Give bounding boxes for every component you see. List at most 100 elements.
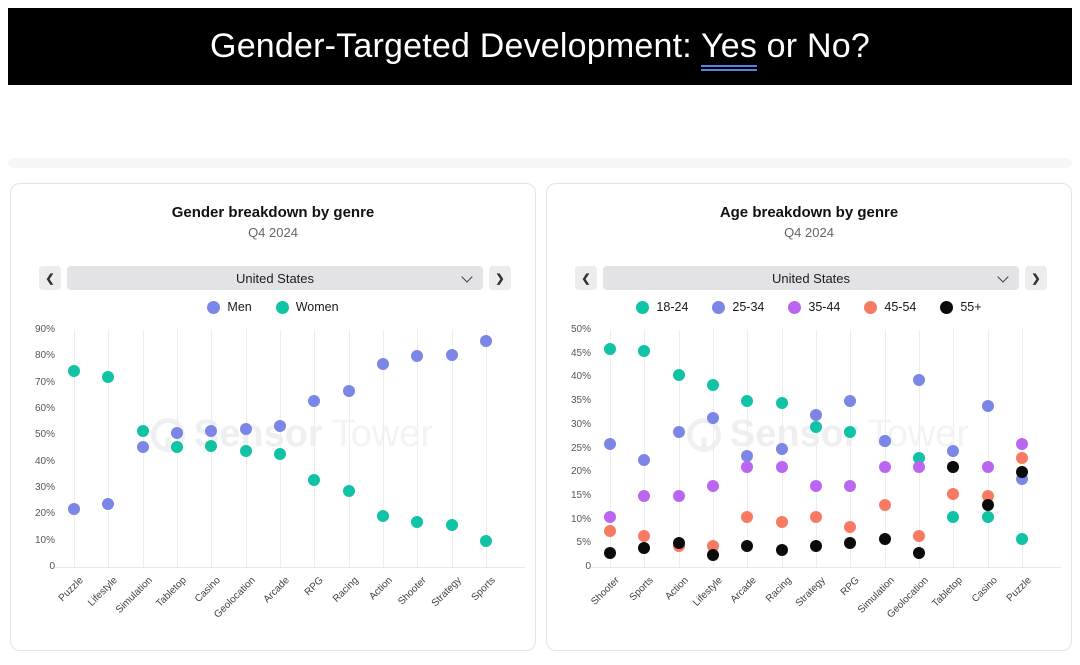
legend-label: 18-24 (656, 300, 689, 314)
legend-item[interactable]: 35-44 (788, 300, 840, 314)
x-tick-label: Strategy (429, 575, 464, 610)
data-point (844, 425, 857, 438)
next-country-button[interactable]: ❯ (1025, 266, 1047, 290)
data-point (844, 480, 857, 493)
x-tick-label: Puzzle (1004, 575, 1034, 605)
x-tick-label: Racing (330, 575, 361, 605)
plot: Sensor Tower Shooter Sports Action Lifestyle… (571, 324, 1061, 621)
gridline (348, 330, 350, 567)
data-point (342, 384, 355, 397)
data-point (274, 420, 286, 433)
data-point (638, 489, 651, 502)
gridline (884, 330, 886, 567)
data-point (308, 395, 321, 408)
data-point (377, 509, 389, 522)
y-tick-label: 30% (34, 482, 55, 493)
legend-item[interactable]: 25-34 (712, 300, 764, 314)
gender-breakdown-panel: Gender breakdown by genre Q4 2024 ❮ Unit… (10, 183, 536, 651)
plot: Sensor Tower Puzzle Lifestyle Simulation Tab… (35, 324, 525, 621)
previous-country-button[interactable]: ❮ (39, 266, 61, 290)
legend-dot-icon (788, 300, 802, 314)
country-dropdown[interactable]: United States (603, 266, 1019, 290)
legend-item[interactable]: Men (207, 300, 252, 314)
data-point (810, 421, 822, 434)
gridline (74, 330, 75, 567)
data-point (844, 537, 857, 550)
x-tick-label: Casino (969, 575, 1000, 605)
y-tick-label: 20% (570, 466, 591, 478)
data-point (171, 426, 183, 439)
legend-label: 55+ (960, 300, 982, 314)
y-tick-label: 80% (34, 350, 55, 362)
country-dropdown-value: United States (235, 270, 315, 286)
y-tick-label: 0 (585, 561, 591, 572)
data-point (102, 497, 115, 510)
data-point (136, 425, 149, 438)
chart-subtitle: Q4 2024 (248, 225, 298, 240)
data-point (638, 542, 651, 555)
title-banner: Gender-Targeted Development: Yes or No? (8, 8, 1072, 85)
y-tick-label: 90% (34, 324, 55, 335)
data-point (878, 532, 891, 545)
x-tick-label: Simulation (113, 575, 155, 616)
data-point (604, 437, 616, 450)
chevron-down-icon (461, 271, 473, 283)
previous-country-button[interactable]: ❮ (575, 266, 597, 290)
legend-label: 35-44 (808, 300, 841, 314)
page-title-underlined-yes: Yes (700, 27, 758, 71)
y-tick-label: 50% (34, 429, 55, 441)
x-tick-label: Racing (763, 575, 794, 605)
data-point (445, 349, 458, 362)
x-axis-line (55, 567, 525, 568)
legend-item[interactable]: 18-24 (636, 300, 688, 314)
gridline (314, 330, 316, 567)
data-point (810, 409, 822, 422)
data-point (171, 441, 183, 454)
gridline (486, 330, 487, 567)
gridline (644, 330, 646, 567)
legend-item[interactable]: 45-54 (864, 300, 916, 314)
legend-item[interactable]: Women (275, 300, 339, 314)
x-tick-label: Shooter (396, 575, 430, 608)
data-point (810, 539, 822, 552)
y-tick-label: 20% (34, 508, 55, 520)
x-tick-label: Puzzle (56, 575, 86, 605)
data-point (205, 439, 218, 452)
data-point (775, 515, 788, 528)
data-point (604, 525, 616, 538)
data-point (1016, 532, 1028, 545)
data-point (913, 546, 925, 559)
country-dropdown-value: United States (771, 270, 851, 286)
x-tick-label: Lifestyle (691, 575, 725, 609)
data-point (239, 445, 252, 458)
next-country-button[interactable]: ❯ (489, 266, 511, 290)
data-point (913, 451, 925, 464)
gridline (383, 330, 384, 567)
legend-item[interactable]: 55+ (940, 300, 982, 314)
legend-label: Men (227, 300, 252, 314)
country-dropdown[interactable]: United States (67, 266, 483, 290)
data-point (981, 489, 994, 502)
data-point (947, 487, 960, 500)
page-title: Gender-Targeted Development: Yes or No? (210, 27, 870, 71)
page-title-suffix: or No? (757, 27, 870, 65)
data-point (672, 489, 685, 502)
data-point (810, 480, 822, 493)
y-tick-label: 50% (570, 324, 591, 335)
x-tick-label: RPG (303, 575, 327, 599)
data-point (810, 511, 822, 524)
y-tick-label: 0 (49, 561, 55, 572)
y-tick-label: 5% (576, 537, 591, 549)
data-point (981, 461, 994, 474)
data-point (741, 395, 754, 408)
data-point (1016, 437, 1028, 450)
data-point (1016, 466, 1028, 479)
data-point (947, 444, 960, 457)
gridline (451, 330, 453, 567)
data-point (775, 461, 788, 474)
legend-dot-icon (712, 300, 726, 314)
gridline (850, 330, 852, 567)
gridline (919, 330, 920, 567)
data-point (775, 442, 788, 455)
age-breakdown-panel: Age breakdown by genre Q4 2024 ❮ United … (546, 183, 1072, 651)
